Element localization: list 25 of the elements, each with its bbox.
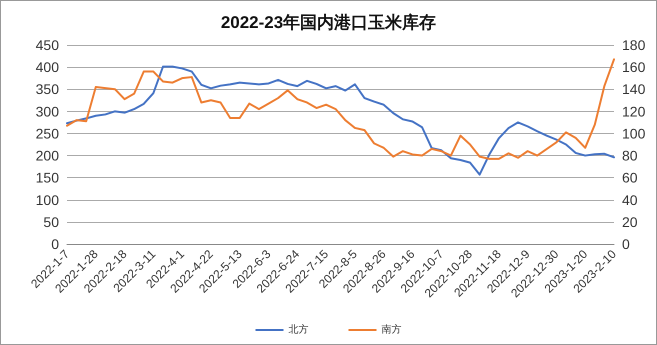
chart-title: 2022-23年国内港口玉米库存 [220,13,436,32]
y2-tick-label: 60 [622,170,638,186]
y2-tick-label: 140 [622,81,646,98]
y-tick-label: 50 [43,214,60,230]
y2-tick-label: 180 [622,37,646,53]
line-series [66,58,615,160]
y2-tick-label: 160 [622,59,646,76]
y-tick-label: 350 [36,81,60,98]
y-tick-label: 150 [36,170,60,186]
y-tick-label: 450 [36,37,60,53]
y2-tick-label: 80 [622,148,638,164]
y2-tick-label: 100 [622,125,646,142]
y2-tick-label: 40 [622,192,638,208]
legend-label: 北方 [288,324,308,336]
y-tick-label: 300 [36,103,60,120]
y2-tick-label: 0 [622,236,630,252]
y-tick-label: 200 [36,148,60,164]
line-series [66,66,615,176]
y-tick-label: 400 [36,59,60,76]
y-tick-label: 100 [36,192,60,208]
y-tick-label: 0 [51,236,60,252]
y-tick-label: 250 [36,125,60,142]
y2-tick-label: 120 [622,103,646,120]
legend-label: 南方 [382,324,402,336]
y2-tick-label: 20 [622,214,638,230]
